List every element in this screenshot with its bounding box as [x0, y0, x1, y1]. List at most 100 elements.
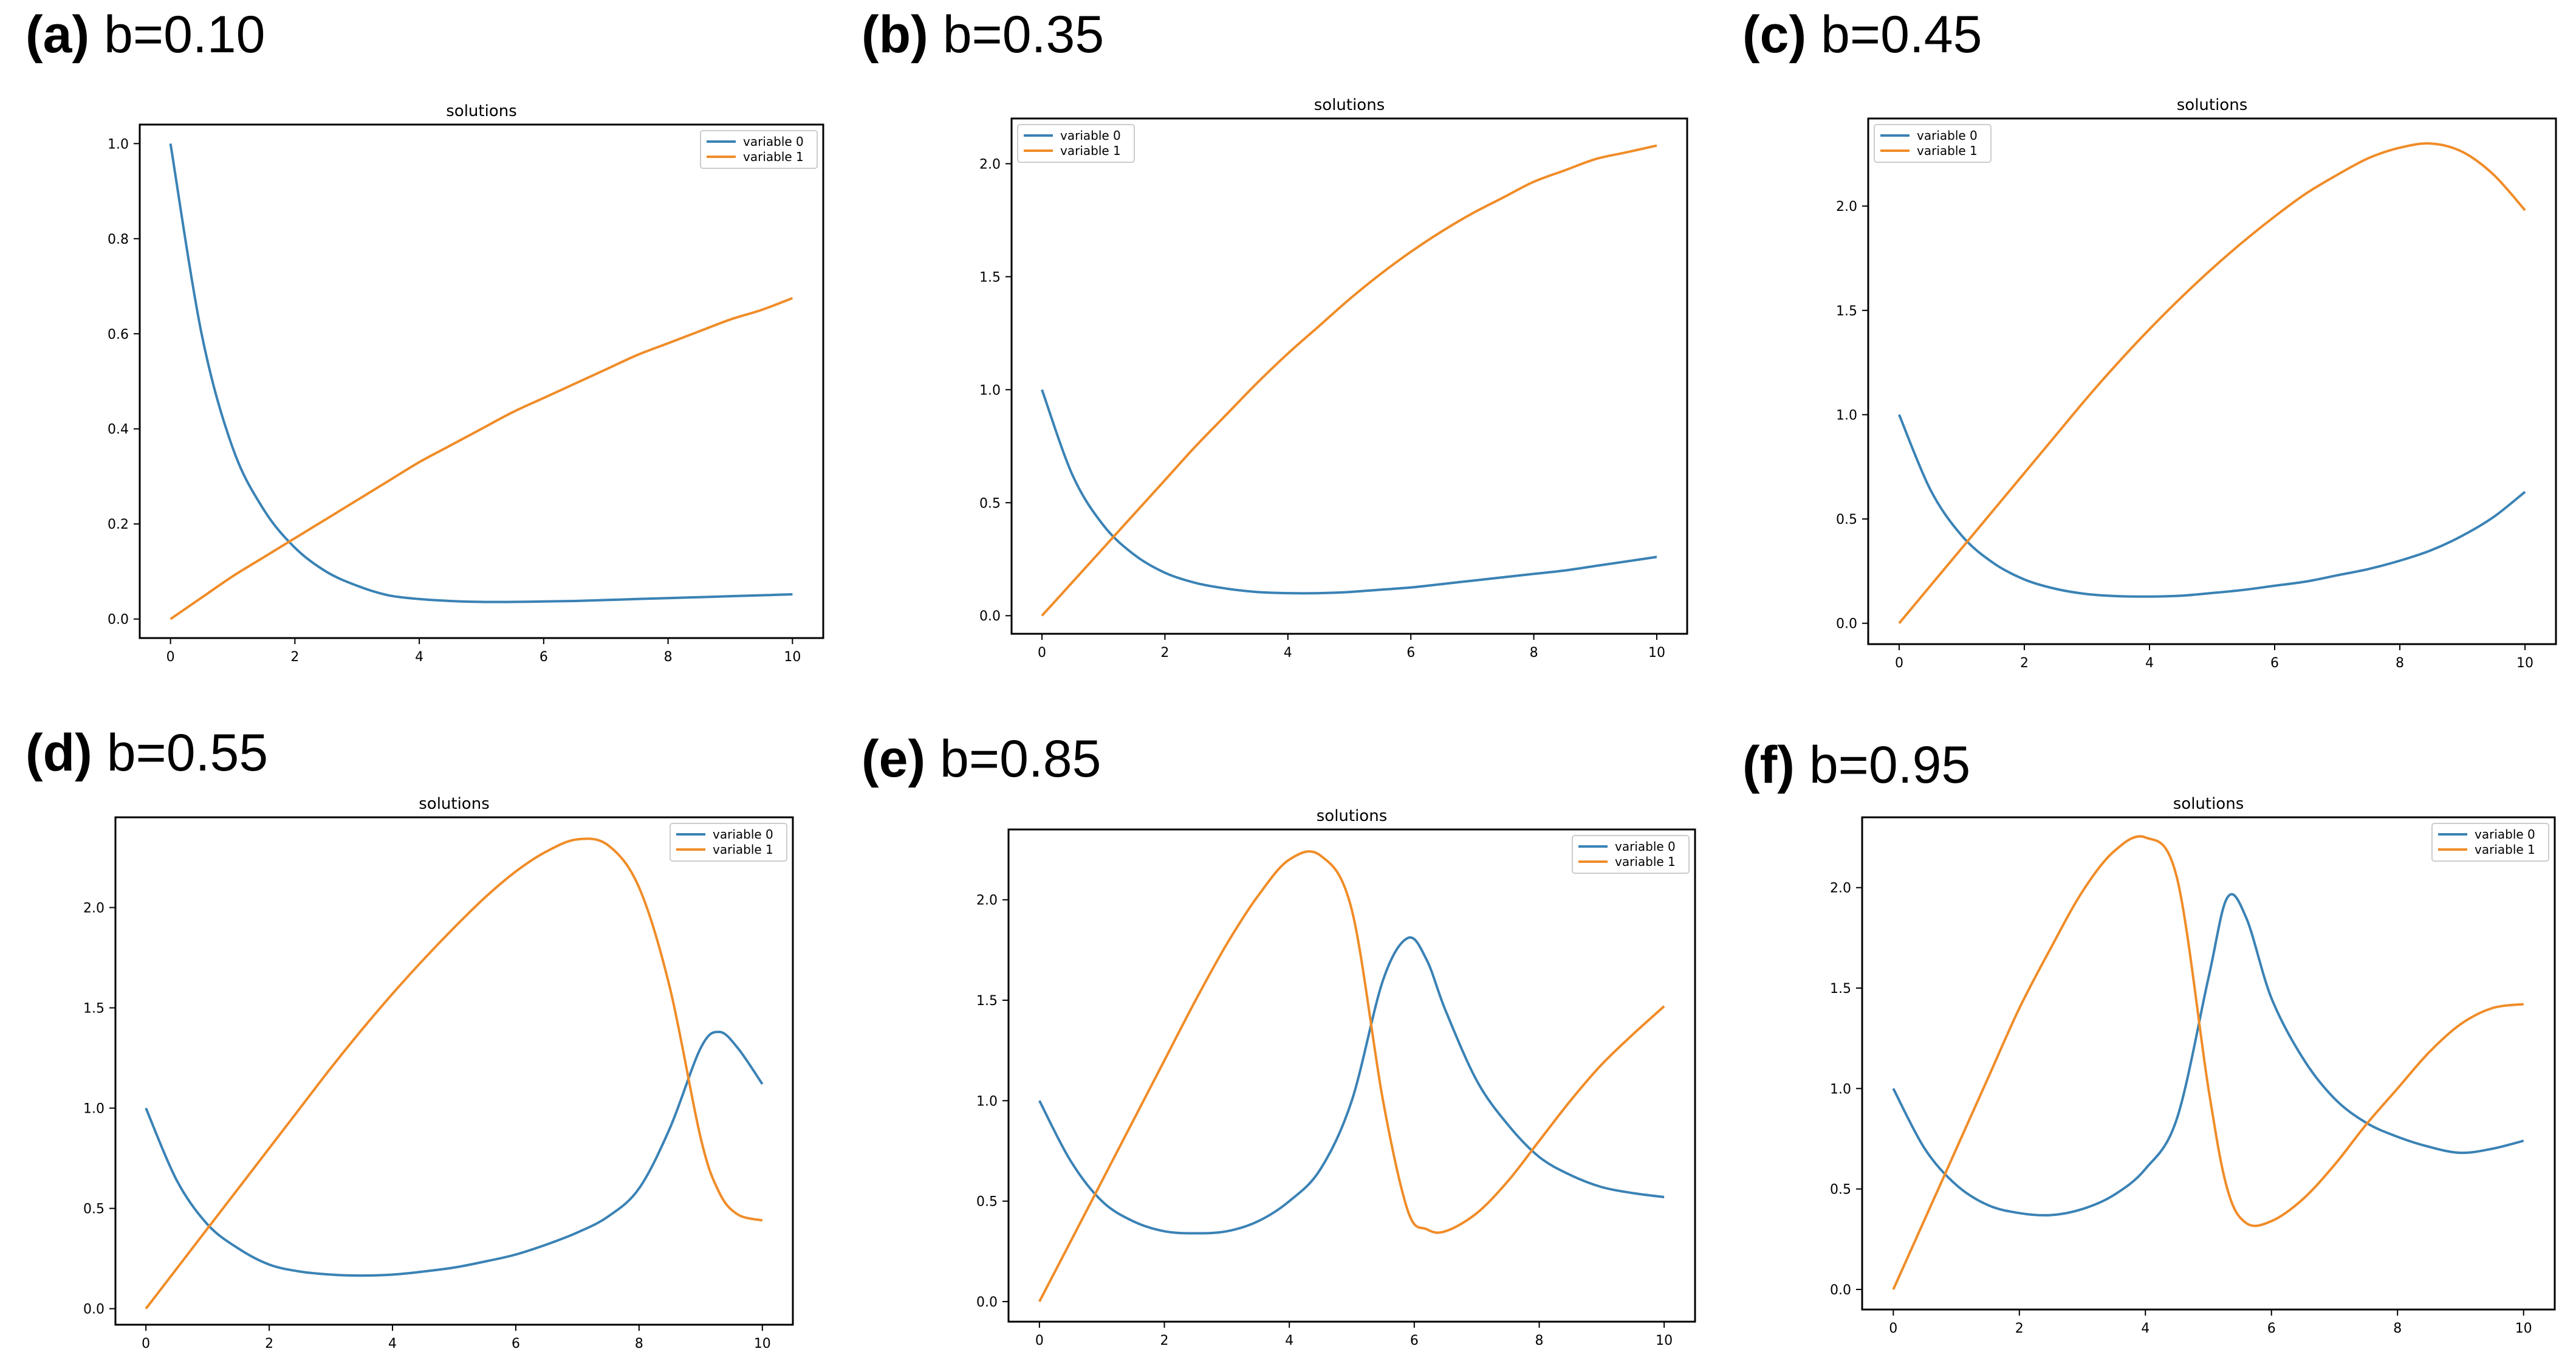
x-tick-label: 4 — [415, 650, 423, 665]
y-tick-label: 0.0 — [108, 613, 129, 628]
x-tick-label: 6 — [540, 650, 548, 665]
x-tick-label: 2 — [1160, 645, 1169, 661]
panel-letter: (e) — [862, 730, 926, 788]
chart-title: solutions — [419, 795, 490, 813]
y-tick-label: 1.0 — [108, 137, 129, 152]
x-tick-label: 2 — [1160, 1333, 1169, 1348]
legend-label: variable 0 — [743, 134, 804, 149]
x-tick-label: 10 — [1648, 645, 1665, 661]
x-tick-label: 0 — [1035, 1333, 1044, 1348]
y-tick-label: 0.0 — [1836, 617, 1857, 632]
series-line-variable-0 — [1892, 893, 2524, 1217]
y-tick-label: 0.5 — [83, 1202, 104, 1217]
series-line-variable-1 — [145, 837, 763, 1310]
y-tick-label: 0.4 — [108, 422, 129, 438]
x-tick-label: 10 — [754, 1336, 771, 1351]
y-tick-label: 1.5 — [979, 270, 1001, 285]
x-tick-label: 10 — [2516, 656, 2533, 671]
panel-param: b=0.45 — [1821, 5, 1982, 64]
chart-d: solutions 0 2 4 6 8 10 0.0 0.5 1.0 1.5 2.0 variable … — [83, 795, 794, 1351]
x-tick-label: 2 — [2020, 656, 2029, 671]
y-tick-label: 0.8 — [108, 232, 129, 247]
panel-a-heading: (a) b=0.10 — [26, 5, 265, 65]
y-tick-label: 0.2 — [108, 517, 129, 532]
x-tick-label: 8 — [664, 650, 673, 665]
y-tick-label: 0.5 — [1836, 512, 1857, 527]
x-tick-label: 8 — [2393, 1321, 2402, 1336]
x-tick-label: 0 — [1889, 1321, 1897, 1336]
chart-title: solutions — [1314, 96, 1385, 114]
y-tick-label: 1.5 — [1836, 304, 1857, 319]
legend-label: variable 1 — [1060, 143, 1121, 158]
legend-label: variable 1 — [1615, 854, 1676, 869]
y-tick-label: 1.5 — [1830, 981, 1851, 997]
y-tick-label: 0.6 — [108, 327, 129, 342]
y-tick-label: 0.5 — [976, 1195, 998, 1210]
panel-c-heading: (c) b=0.45 — [1742, 5, 1982, 65]
y-tick-label: 1.0 — [1836, 408, 1857, 423]
x-tick-label: 6 — [2267, 1321, 2276, 1336]
y-tick-label: 1.0 — [979, 383, 1001, 398]
series-line-variable-0 — [1038, 936, 1665, 1235]
series-line-variable-0 — [169, 143, 793, 603]
legend-label: variable 0 — [1060, 128, 1121, 143]
y-tick-label: 2.0 — [979, 157, 1001, 172]
panel-letter: (b) — [862, 5, 928, 64]
panel-param: b=0.85 — [940, 730, 1101, 788]
chart-b: solutions 0 2 4 6 8 10 0.0 0.5 1.0 1.5 2.0 variable … — [979, 96, 1688, 661]
axes-frame — [1867, 117, 2557, 645]
y-tick-label: 0.5 — [1830, 1183, 1851, 1198]
panel-f-heading: (f) b=0.95 — [1742, 735, 1970, 795]
panel-letter: (f) — [1742, 736, 1795, 794]
series-line-variable-1 — [1898, 142, 2526, 624]
panel-letter: (a) — [26, 5, 90, 64]
axes-frame — [1007, 828, 1696, 1323]
chart-title: solutions — [2177, 96, 2248, 114]
y-tick-label: 2.0 — [976, 893, 998, 908]
panel-d-heading: (d) b=0.55 — [26, 723, 268, 783]
chart-title: solutions — [446, 102, 517, 120]
y-tick-label: 1.0 — [976, 1094, 998, 1109]
axes-frame — [1861, 816, 2556, 1311]
legend-label: variable 0 — [1615, 839, 1676, 854]
legend-label: variable 1 — [1917, 143, 1978, 158]
chart-title: solutions — [2173, 795, 2244, 813]
panel-param: b=0.55 — [106, 724, 269, 782]
panel-letter: (d) — [26, 724, 92, 782]
legend-box — [1874, 124, 1992, 163]
panel-param: b=0.95 — [1809, 736, 1971, 794]
series-line-variable-1 — [1892, 835, 2524, 1290]
series-line-variable-0 — [145, 1031, 764, 1277]
y-tick-label: 0.0 — [1830, 1283, 1851, 1298]
panel-param: b=0.35 — [942, 5, 1105, 64]
x-tick-label: 10 — [2515, 1321, 2532, 1336]
legend-box — [670, 823, 787, 862]
panel-e-heading: (e) b=0.85 — [862, 729, 1101, 789]
x-tick-label: 4 — [2141, 1321, 2150, 1336]
panel-letter: (c) — [1742, 5, 1807, 64]
legend-box — [700, 130, 818, 169]
y-tick-label: 1.5 — [976, 994, 998, 1009]
x-tick-label: 0 — [1895, 656, 1903, 671]
x-tick-label: 10 — [784, 650, 801, 665]
series-line-variable-1 — [1038, 850, 1665, 1302]
x-tick-label: 8 — [635, 1336, 643, 1351]
series-line-variable-0 — [1041, 389, 1657, 595]
y-tick-label: 2.0 — [1830, 881, 1851, 896]
panel-param: b=0.10 — [104, 5, 265, 64]
series-line-variable-1 — [170, 297, 793, 620]
x-tick-label: 0 — [166, 650, 175, 665]
x-tick-label: 4 — [388, 1336, 397, 1351]
series-line-variable-1 — [1041, 144, 1657, 617]
x-tick-label: 8 — [2396, 656, 2404, 671]
axes-frame — [1010, 117, 1688, 635]
y-tick-label: 2.0 — [1836, 199, 1857, 215]
legend-label: variable 1 — [713, 842, 773, 857]
panel-b-heading: (b) b=0.35 — [862, 5, 1104, 65]
x-tick-label: 0 — [142, 1336, 150, 1351]
chart-title: solutions — [1317, 807, 1388, 825]
x-tick-label: 0 — [1038, 645, 1046, 661]
